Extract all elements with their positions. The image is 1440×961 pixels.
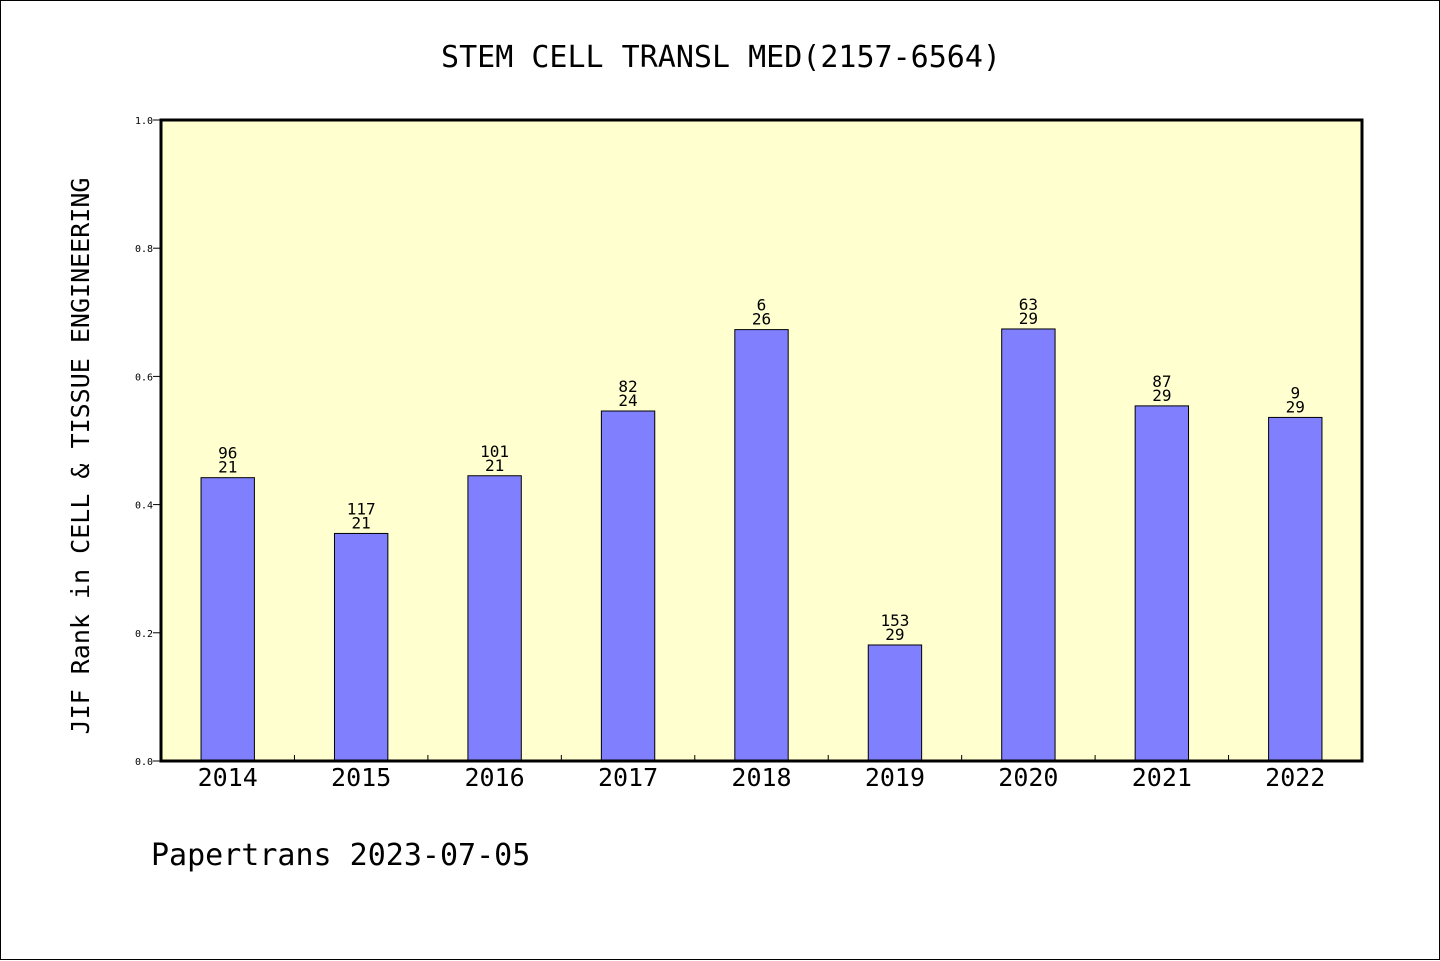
bar-2018 — [734, 329, 789, 762]
y-tick-label: 0.2 — [135, 629, 153, 640]
data-label-rank-2018: 6 — [757, 296, 767, 315]
chart-title: STEM CELL TRANSL MED(2157-6564) — [441, 40, 1001, 75]
x-tick-label-2014: 2014 — [198, 763, 258, 792]
data-label-total-2021: 29 — [1152, 386, 1171, 405]
bar-2014 — [200, 477, 255, 762]
data-label-total-2019: 29 — [885, 625, 904, 644]
bar-2021 — [1134, 405, 1190, 762]
data-label-total-2020: 29 — [1019, 309, 1038, 328]
x-tick-label-2019: 2019 — [865, 763, 925, 792]
bar-2022 — [1268, 416, 1323, 762]
data-label-total-2018: 26 — [752, 310, 771, 329]
x-tick-label-2018: 2018 — [731, 763, 791, 792]
bar-2019 — [867, 644, 923, 762]
data-label-total-2017: 24 — [618, 391, 637, 410]
data-label-rank-2020: 63 — [1019, 295, 1038, 314]
data-label-rank-2015: 117 — [347, 499, 376, 518]
bar-2016 — [467, 475, 522, 762]
data-label-rank-2016: 101 — [480, 442, 509, 461]
footer-note: Papertrans 2023-07-05 — [151, 838, 530, 873]
y-tick-label: 1.0 — [135, 116, 153, 127]
y-tick-label: 0.4 — [135, 501, 153, 512]
y-axis-label: JIF Rank in CELL & TISSUE ENGINEERING — [66, 178, 95, 735]
y-tick-label: 0.8 — [135, 244, 153, 255]
plot-border — [159, 118, 1364, 763]
x-tick-label-2015: 2015 — [331, 763, 391, 792]
x-axis: 2014 2015 2016 2017 2018 2019 2020 2021 2022 — [198, 755, 1325, 792]
x-tick-label-2021: 2021 — [1132, 763, 1192, 792]
x-tick-label-2017: 2017 — [598, 763, 658, 792]
x-tick-label-2022: 2022 — [1265, 763, 1325, 792]
data-label-rank-2014: 96 — [218, 444, 237, 463]
data-label-rank-2017: 82 — [618, 377, 637, 396]
bar-2017 — [600, 410, 656, 762]
y-axis: 0.0 0.2 0.4 0.6 0.8 1.0 — [135, 116, 161, 768]
x-tick-label-2020: 2020 — [998, 763, 1058, 792]
y-tick-label: 0.0 — [135, 757, 153, 768]
bars-group — [200, 328, 1323, 762]
data-label-total-2014: 21 — [218, 458, 237, 477]
data-label-rank-2019: 153 — [880, 611, 909, 630]
y-tick-label: 0.6 — [135, 372, 153, 383]
data-label-rank-2021: 87 — [1152, 372, 1171, 391]
data-label-total-2016: 21 — [485, 456, 504, 475]
data-label-rank-2022: 9 — [1290, 383, 1300, 402]
bar-2020 — [1001, 328, 1056, 762]
bar-2015 — [333, 532, 389, 762]
data-label-total-2015: 21 — [352, 513, 371, 532]
x-tick-label-2016: 2016 — [465, 763, 525, 792]
data-label-total-2022: 29 — [1286, 397, 1305, 416]
